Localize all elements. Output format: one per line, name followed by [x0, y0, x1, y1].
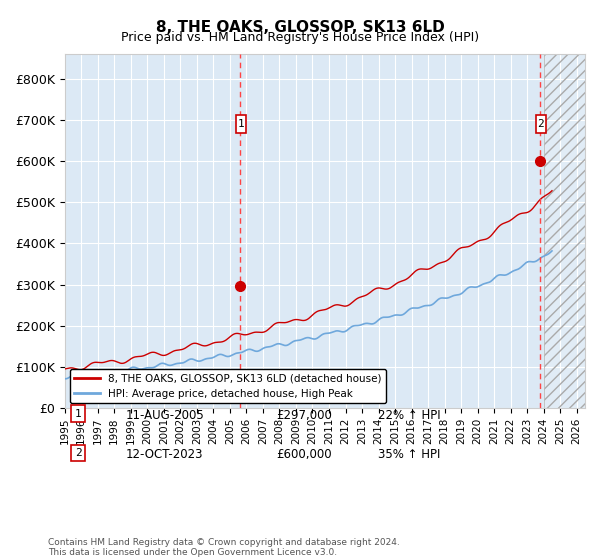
Text: 12-OCT-2023: 12-OCT-2023	[126, 448, 203, 461]
Text: 1: 1	[74, 409, 82, 419]
Text: 11-AUG-2005: 11-AUG-2005	[126, 409, 205, 422]
FancyBboxPatch shape	[536, 115, 546, 133]
Text: 8, THE OAKS, GLOSSOP, SK13 6LD: 8, THE OAKS, GLOSSOP, SK13 6LD	[155, 20, 445, 35]
Text: Price paid vs. HM Land Registry's House Price Index (HPI): Price paid vs. HM Land Registry's House …	[121, 31, 479, 44]
Text: 35% ↑ HPI: 35% ↑ HPI	[378, 448, 440, 461]
Text: £600,000: £600,000	[276, 448, 332, 461]
Bar	[544, 54, 585, 408]
Text: 1: 1	[238, 119, 244, 129]
Text: 22% ↑ HPI: 22% ↑ HPI	[378, 409, 440, 422]
Text: £297,000: £297,000	[276, 409, 332, 422]
Text: 2: 2	[74, 448, 82, 458]
Text: 2: 2	[538, 119, 544, 129]
FancyBboxPatch shape	[236, 115, 246, 133]
Legend: 8, THE OAKS, GLOSSOP, SK13 6LD (detached house), HPI: Average price, detached ho: 8, THE OAKS, GLOSSOP, SK13 6LD (detached…	[70, 369, 386, 403]
Text: Contains HM Land Registry data © Crown copyright and database right 2024.
This d: Contains HM Land Registry data © Crown c…	[48, 538, 400, 557]
Bar	[544, 54, 585, 408]
